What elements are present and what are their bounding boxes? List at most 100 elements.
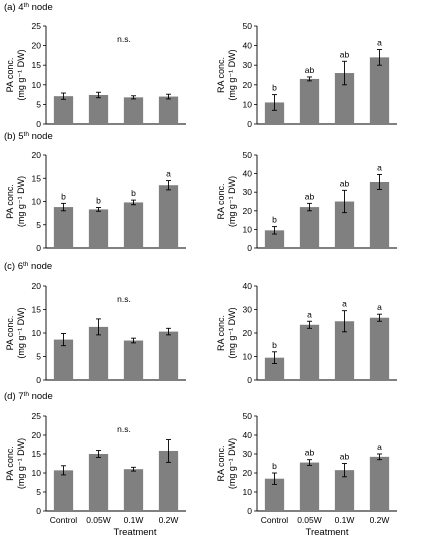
y-tick-label: 10: [243, 352, 253, 362]
chart-panel: 0 10 20 30 40 RA conc.(mg g⁻¹ DW) b a a a: [216, 281, 397, 385]
y-axis-label: RA conc.(mg g⁻¹ DW): [216, 307, 237, 358]
ns-annotation: n.s.: [117, 294, 131, 304]
significance-letter: a: [166, 169, 171, 179]
bar: [123, 97, 144, 124]
y-tick-label: 50: [243, 150, 253, 160]
y-tick-label: 5: [36, 220, 41, 230]
y-tick-label: 15: [32, 305, 42, 315]
significance-letter: ab: [305, 448, 315, 458]
y-axis-label: RA conc.(mg g⁻¹ DW): [216, 438, 237, 489]
y-tick-label: 30: [243, 60, 253, 70]
y-tick-label: 20: [32, 150, 42, 160]
x-tick-label: 0.05W: [297, 515, 322, 525]
bar: [299, 462, 320, 511]
y-tick-label: 0: [36, 506, 41, 516]
y-tick-label: 40: [243, 430, 253, 440]
y-tick-label: 30: [243, 305, 253, 315]
y-tick-label: 0: [36, 119, 41, 129]
y-tick-label: 25: [32, 21, 42, 31]
y-tick-label: 20: [32, 430, 42, 440]
y-tick-label: 10: [243, 487, 253, 497]
y-tick-label: 50: [243, 411, 253, 421]
x-tick-label: 0.2W: [159, 515, 179, 525]
significance-letter: ab: [340, 452, 350, 462]
bar: [123, 340, 144, 380]
ns-annotation: n.s.: [117, 424, 131, 434]
y-tick-label: 10: [32, 197, 42, 207]
bar: [264, 478, 285, 511]
y-tick-label: 20: [32, 281, 42, 291]
bar: [158, 450, 179, 511]
significance-letter: a: [307, 309, 312, 319]
bar: [299, 324, 320, 380]
y-tick-label: 0: [36, 375, 41, 385]
chart-panel: 0 10 20 30 40 50 RA conc.(mg g⁻¹ DW) b ab ab a: [216, 150, 397, 253]
bar: [88, 94, 109, 124]
y-axis-label: RA conc.(mg g⁻¹ DW): [216, 176, 237, 227]
chart-panel: 0 5 10 15 20 PA conc.(mg g⁻¹ DW) n.s.: [5, 281, 186, 385]
x-tick-label: Control: [261, 515, 289, 525]
bar: [53, 339, 74, 380]
y-tick-label: 30: [243, 449, 253, 459]
y-tick-label: 5: [36, 99, 41, 109]
bar: [264, 102, 285, 124]
x-tick-label: 0.1W: [124, 515, 144, 525]
y-tick-label: 10: [243, 99, 253, 109]
significance-letter: a: [377, 442, 382, 452]
y-axis-label: PA conc.(mg g⁻¹ DW): [5, 438, 26, 489]
chart-panel: 0 5 10 15 20 25 PA conc.(mg g⁻¹ DW) Control 0.05…: [5, 411, 186, 525]
significance-letter: ab: [340, 49, 350, 59]
bar: [369, 317, 390, 380]
chart-panel: 0 10 20 30 40 50 RA conc.(mg g⁻¹ DW) b ab ab a: [216, 21, 397, 129]
y-axis-label: PA conc.(mg g⁻¹ DW): [5, 307, 26, 358]
x-tick-label: 0.05W: [86, 515, 111, 525]
significance-letter: b: [272, 340, 277, 350]
y-tick-label: 20: [32, 41, 42, 51]
significance-letter: b: [272, 461, 277, 471]
bar: [123, 202, 144, 248]
bar: [53, 470, 74, 511]
bar: [334, 321, 355, 380]
x-tick-label: Control: [50, 515, 78, 525]
chart-panel: 0 5 10 15 20 PA conc.(mg g⁻¹ DW) b b b a: [5, 150, 186, 253]
y-tick-label: 30: [243, 187, 253, 197]
bar: [369, 181, 390, 248]
significance-letter: b: [61, 191, 66, 201]
significance-letter: ab: [340, 178, 350, 188]
bar: [158, 96, 179, 124]
y-tick-label: 20: [243, 328, 253, 338]
significance-letter: a: [342, 299, 347, 309]
y-tick-label: 40: [243, 281, 253, 291]
chart-panel: 0 5 10 15 20 25 PA conc.(mg g⁻¹ DW) n.s.: [5, 21, 186, 129]
row-label: (a) 4th node: [4, 2, 53, 13]
significance-letter: ab: [305, 65, 315, 75]
bar: [299, 78, 320, 124]
y-tick-label: 15: [32, 60, 42, 70]
bar: [53, 207, 74, 248]
x-tick-label: 0.1W: [335, 515, 355, 525]
bar: [264, 357, 285, 380]
x-axis-label: Treatment: [306, 527, 349, 538]
bar: [53, 96, 74, 124]
significance-letter: a: [377, 302, 382, 312]
bar: [158, 185, 179, 248]
y-tick-label: 15: [32, 449, 42, 459]
bar: [334, 470, 355, 511]
bar: [334, 201, 355, 248]
bar: [369, 57, 390, 124]
bar: [158, 331, 179, 380]
bar: [88, 454, 109, 511]
row-label: (d) 7th node: [4, 391, 53, 402]
significance-letter: ab: [305, 191, 315, 201]
y-axis-label: RA conc.(mg g⁻¹ DW): [216, 49, 237, 100]
x-tick-label: 0.2W: [370, 515, 390, 525]
y-axis-label: PA conc.(mg g⁻¹ DW): [5, 176, 26, 227]
y-tick-label: 10: [32, 468, 42, 478]
y-tick-label: 50: [243, 21, 253, 31]
significance-letter: a: [377, 163, 382, 173]
y-tick-label: 40: [243, 169, 253, 179]
row-label: (b) 5th node: [4, 131, 53, 142]
y-tick-label: 20: [243, 468, 253, 478]
bar: [88, 209, 109, 248]
